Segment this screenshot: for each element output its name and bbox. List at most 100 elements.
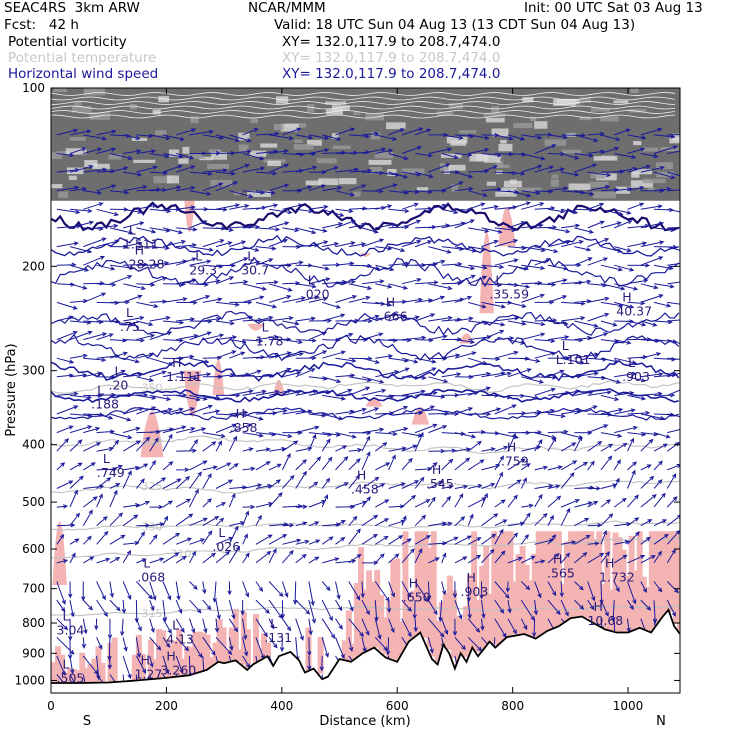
wind-vector (653, 581, 663, 593)
wind-vector (215, 181, 239, 192)
wind-vector (375, 283, 393, 289)
wind-vector (189, 331, 212, 341)
wind-vector (321, 477, 331, 489)
wind-vector (467, 537, 482, 545)
wind-vector (534, 338, 556, 343)
wind-vector (614, 371, 637, 378)
wind-vector (269, 134, 294, 141)
wind-vector (574, 371, 600, 378)
wind-vector (109, 534, 126, 545)
valid-time: Valid: 18 UTC Sun 04 Aug 13 (13 CDT Sun … (274, 17, 636, 33)
pv-shade-low (244, 629, 251, 669)
wind-vector (441, 353, 461, 359)
pv-shade-low (568, 531, 575, 620)
pv-shade-low (180, 658, 187, 677)
pv-extremum-value: L.101 (556, 352, 591, 367)
wind-vector (441, 536, 459, 545)
wind-vector (322, 557, 340, 564)
band-texture (522, 97, 534, 103)
wind-vector (560, 432, 584, 440)
pv-contour (51, 234, 679, 257)
band-texture (669, 137, 680, 144)
wind-vector (268, 367, 292, 378)
band-texture (647, 187, 655, 191)
pv-extremum-type: H (466, 570, 475, 585)
band-texture (353, 191, 361, 197)
wind-vector (56, 655, 66, 676)
x-tick-label: 800 (501, 699, 524, 713)
pv-shade-low (519, 545, 526, 635)
wind-vector (507, 301, 527, 308)
pv-shade-low (135, 634, 142, 681)
wind-vector (441, 495, 452, 508)
wind-vector (319, 655, 325, 672)
wind-vector (348, 447, 363, 453)
wind-vector (189, 618, 196, 634)
wind-vector (162, 581, 172, 601)
wind-vector (149, 357, 174, 366)
wind-vector (494, 445, 509, 452)
wind-vector (109, 557, 121, 564)
wind-vector (547, 465, 563, 471)
wind-vector (361, 451, 371, 471)
wind-vector (614, 208, 632, 215)
wind-vector (653, 550, 662, 564)
wind-vector (640, 581, 647, 593)
wind-vector (614, 391, 635, 396)
wind-vector (242, 166, 266, 173)
wind-vector (653, 301, 672, 308)
band-texture (331, 133, 339, 139)
pv-shade-low (434, 620, 441, 662)
band-stripe (51, 105, 676, 110)
wind-vector (295, 539, 310, 545)
wind-vector (388, 535, 404, 545)
band-texture (656, 171, 675, 178)
wind-vector (547, 186, 569, 192)
wind-vector (162, 461, 174, 471)
wind-vector (375, 301, 393, 307)
wind-vector (162, 297, 188, 303)
wind-vector (268, 183, 290, 192)
pv-extremum-value: 1.27 (134, 667, 162, 682)
wind-vector (176, 165, 196, 173)
wind-vector (136, 478, 145, 489)
wind-vector (69, 264, 90, 272)
wind-vector (521, 555, 536, 564)
wind-vector (534, 246, 559, 254)
wind-vector (189, 460, 208, 471)
wind-vector (374, 636, 389, 652)
wind-vector (96, 333, 114, 341)
wind-vector (547, 484, 561, 489)
pv-shade-low (196, 631, 203, 674)
wind-vector (136, 581, 153, 600)
band-texture (448, 103, 463, 110)
pv-shade-low (265, 642, 272, 658)
wind-vector (361, 407, 380, 415)
wind-vector (136, 282, 156, 287)
wind-vector (202, 515, 220, 527)
wind-vector (414, 431, 424, 452)
wind-vector (229, 300, 253, 305)
wind-vector (308, 350, 328, 359)
wind-vector (415, 153, 434, 158)
pv-shade-low (446, 575, 453, 650)
wind-vector (507, 556, 523, 564)
band-texture (238, 132, 250, 141)
wind-vector (627, 531, 640, 545)
wind-vector (348, 581, 361, 601)
wind-vector (123, 540, 140, 546)
wind-vector (547, 514, 554, 526)
wind-vector (242, 432, 264, 438)
pv-shade-low (555, 531, 562, 628)
pv-shade-low (660, 531, 667, 619)
wind-vector (136, 203, 158, 210)
wind-vector (322, 150, 347, 155)
wind-vector (282, 474, 295, 489)
pv-extremum-value: .505 (57, 670, 85, 685)
wind-vector (268, 163, 290, 173)
wind-vector (507, 283, 531, 289)
wind-vector (308, 240, 329, 248)
wind-vector (401, 538, 412, 545)
band-texture (267, 160, 281, 167)
wind-vector (56, 636, 75, 655)
